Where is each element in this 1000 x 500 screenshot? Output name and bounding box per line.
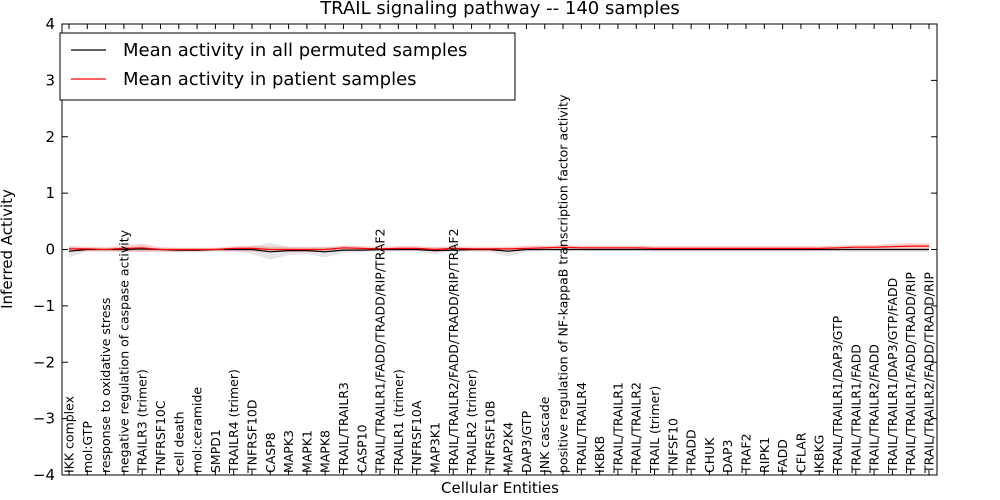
x-tick-label: CASP10	[354, 424, 369, 473]
x-tick-label: TRAIL/TRAILR4	[574, 382, 589, 474]
y-tick-label: 2	[45, 128, 55, 146]
x-tick-label: DAP3/GTP	[519, 410, 534, 473]
chart-title: TRAIL signaling pathway -- 140 samples	[319, 0, 680, 19]
confidence-bands	[69, 242, 929, 260]
series-line-1	[69, 245, 929, 251]
x-tick-label: TRAILR4 (trimer)	[226, 369, 241, 474]
x-tick-label: TRAIL/TRAILR1	[610, 382, 625, 474]
y-tick-label: 1	[45, 184, 55, 202]
y-axis-ticks: −4 −3 −2 −1 0 1 2 3 4	[33, 15, 937, 484]
x-tick-label: TRAIL (trimer)	[647, 386, 662, 474]
legend: Mean activity in all permuted samples Me…	[59, 32, 516, 101]
x-tick-label: TRAIL/TRAILR2/FADD/TRADD/RIP	[922, 272, 937, 474]
x-tick-label: MAPK3	[281, 430, 296, 473]
x-tick-label: CFLAR	[793, 432, 808, 473]
confidence-band-0	[69, 242, 929, 260]
x-tick-label: TRAIL/TRAILR1/FADD/TRADD/RIP/TRAF2	[373, 228, 388, 474]
x-tick-label: TNFSF10	[665, 418, 680, 474]
x-tick-label: TRAIL/TRAILR1/DAP3/GTP	[830, 315, 845, 474]
x-tick-label: TRAIL/TRAILR1/DAP3/GTP/FADD	[885, 278, 900, 474]
y-tick-label: −1	[33, 297, 55, 315]
x-tick-label: TRADD	[684, 429, 699, 474]
x-tick-label: response to oxidative stress	[98, 298, 113, 473]
y-tick-label: −2	[33, 353, 55, 371]
x-tick-label: TRAIL/TRAILR2/FADD	[867, 344, 882, 474]
x-tick-label: MAPK1	[299, 430, 314, 473]
x-axis-label: Cellular Entities	[441, 479, 559, 497]
x-tick-label: RIPK1	[757, 437, 772, 473]
x-tick-label: TRAIL/TRAILR3	[336, 382, 351, 474]
x-tick-label: TRAIL/TRAILR2/FADD/TRADD/RIP/TRAF2	[446, 228, 461, 474]
x-tick-label: IKK complex	[62, 396, 77, 473]
x-tick-label: TNFRSF10D	[245, 399, 260, 474]
x-tick-label: TRAIL/TRAILR2	[629, 382, 644, 474]
x-tick-label: TNFRSF10B	[482, 401, 497, 474]
y-tick-label: −3	[33, 410, 55, 428]
y-tick-label: 0	[45, 241, 55, 259]
x-tick-label: SMPD1	[208, 429, 223, 473]
x-tick-label: MAP2K4	[501, 422, 516, 473]
y-axis-label: Inferred Activity	[0, 189, 16, 309]
legend-label-patient: Mean activity in patient samples	[123, 69, 417, 90]
x-tick-label: TRAIL/TRAILR1/FADD/TRADD/RIP	[903, 272, 918, 474]
x-tick-label: MAP3K1	[428, 422, 443, 473]
x-tick-label: FADD	[775, 439, 790, 473]
x-tick-label: IKBKG	[812, 435, 827, 473]
x-tick-label: DAP3	[720, 440, 735, 473]
x-tick-label: mol:GTP	[80, 421, 95, 473]
legend-box	[59, 32, 516, 101]
series-lines	[68, 245, 929, 253]
x-tick-label: IKBKB	[592, 436, 607, 473]
x-tick-label: TRAILR3 (trimer)	[135, 369, 150, 474]
x-tick-label: JNK cascade	[537, 396, 552, 474]
x-tick-label: TNFRSF10C	[153, 400, 168, 474]
x-tick-label: cell death	[171, 411, 186, 473]
x-axis-ticks: IKK complex mol:GTP response to oxidative …	[62, 24, 937, 475]
x-tick-label: negative regulation of caspase activity	[116, 229, 131, 473]
y-tick-label: 3	[45, 71, 55, 89]
x-tick-label: MAPK8	[318, 430, 333, 473]
x-tick-label: TRAILR2 (trimer)	[464, 369, 479, 474]
x-tick-label: mol:ceramide	[190, 387, 205, 473]
x-tick-label: TNFRSF10A	[409, 400, 424, 474]
y-tick-label: −4	[33, 466, 55, 484]
legend-label-permuted: Mean activity in all permuted samples	[123, 40, 467, 61]
x-tick-label: CASP8	[263, 432, 278, 473]
x-tick-label: TRAILR1 (trimer)	[391, 369, 406, 474]
y-tick-label: 4	[45, 15, 55, 33]
x-tick-label: CHUK	[702, 437, 717, 473]
x-tick-label: TRAF2	[739, 433, 754, 474]
x-tick-label: TRAIL/TRAILR1/FADD	[848, 344, 863, 474]
x-tick-label: positive regulation of NF-kappaB transcr…	[556, 94, 571, 473]
